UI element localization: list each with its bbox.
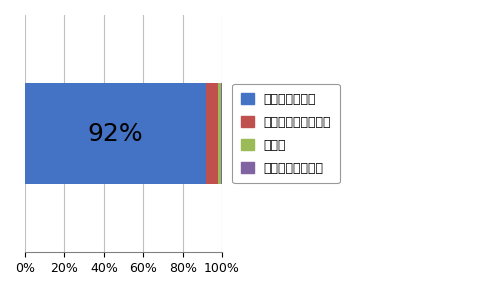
Bar xyxy=(218,84,221,184)
Bar xyxy=(206,84,218,184)
Legend: 有意義であった, どちらともいえない, その他, 有意義でなかった: 有意義であった, どちらともいえない, その他, 有意義でなかった xyxy=(232,84,340,183)
Text: 92%: 92% xyxy=(88,122,143,146)
Bar xyxy=(221,84,222,184)
Bar xyxy=(25,84,206,184)
